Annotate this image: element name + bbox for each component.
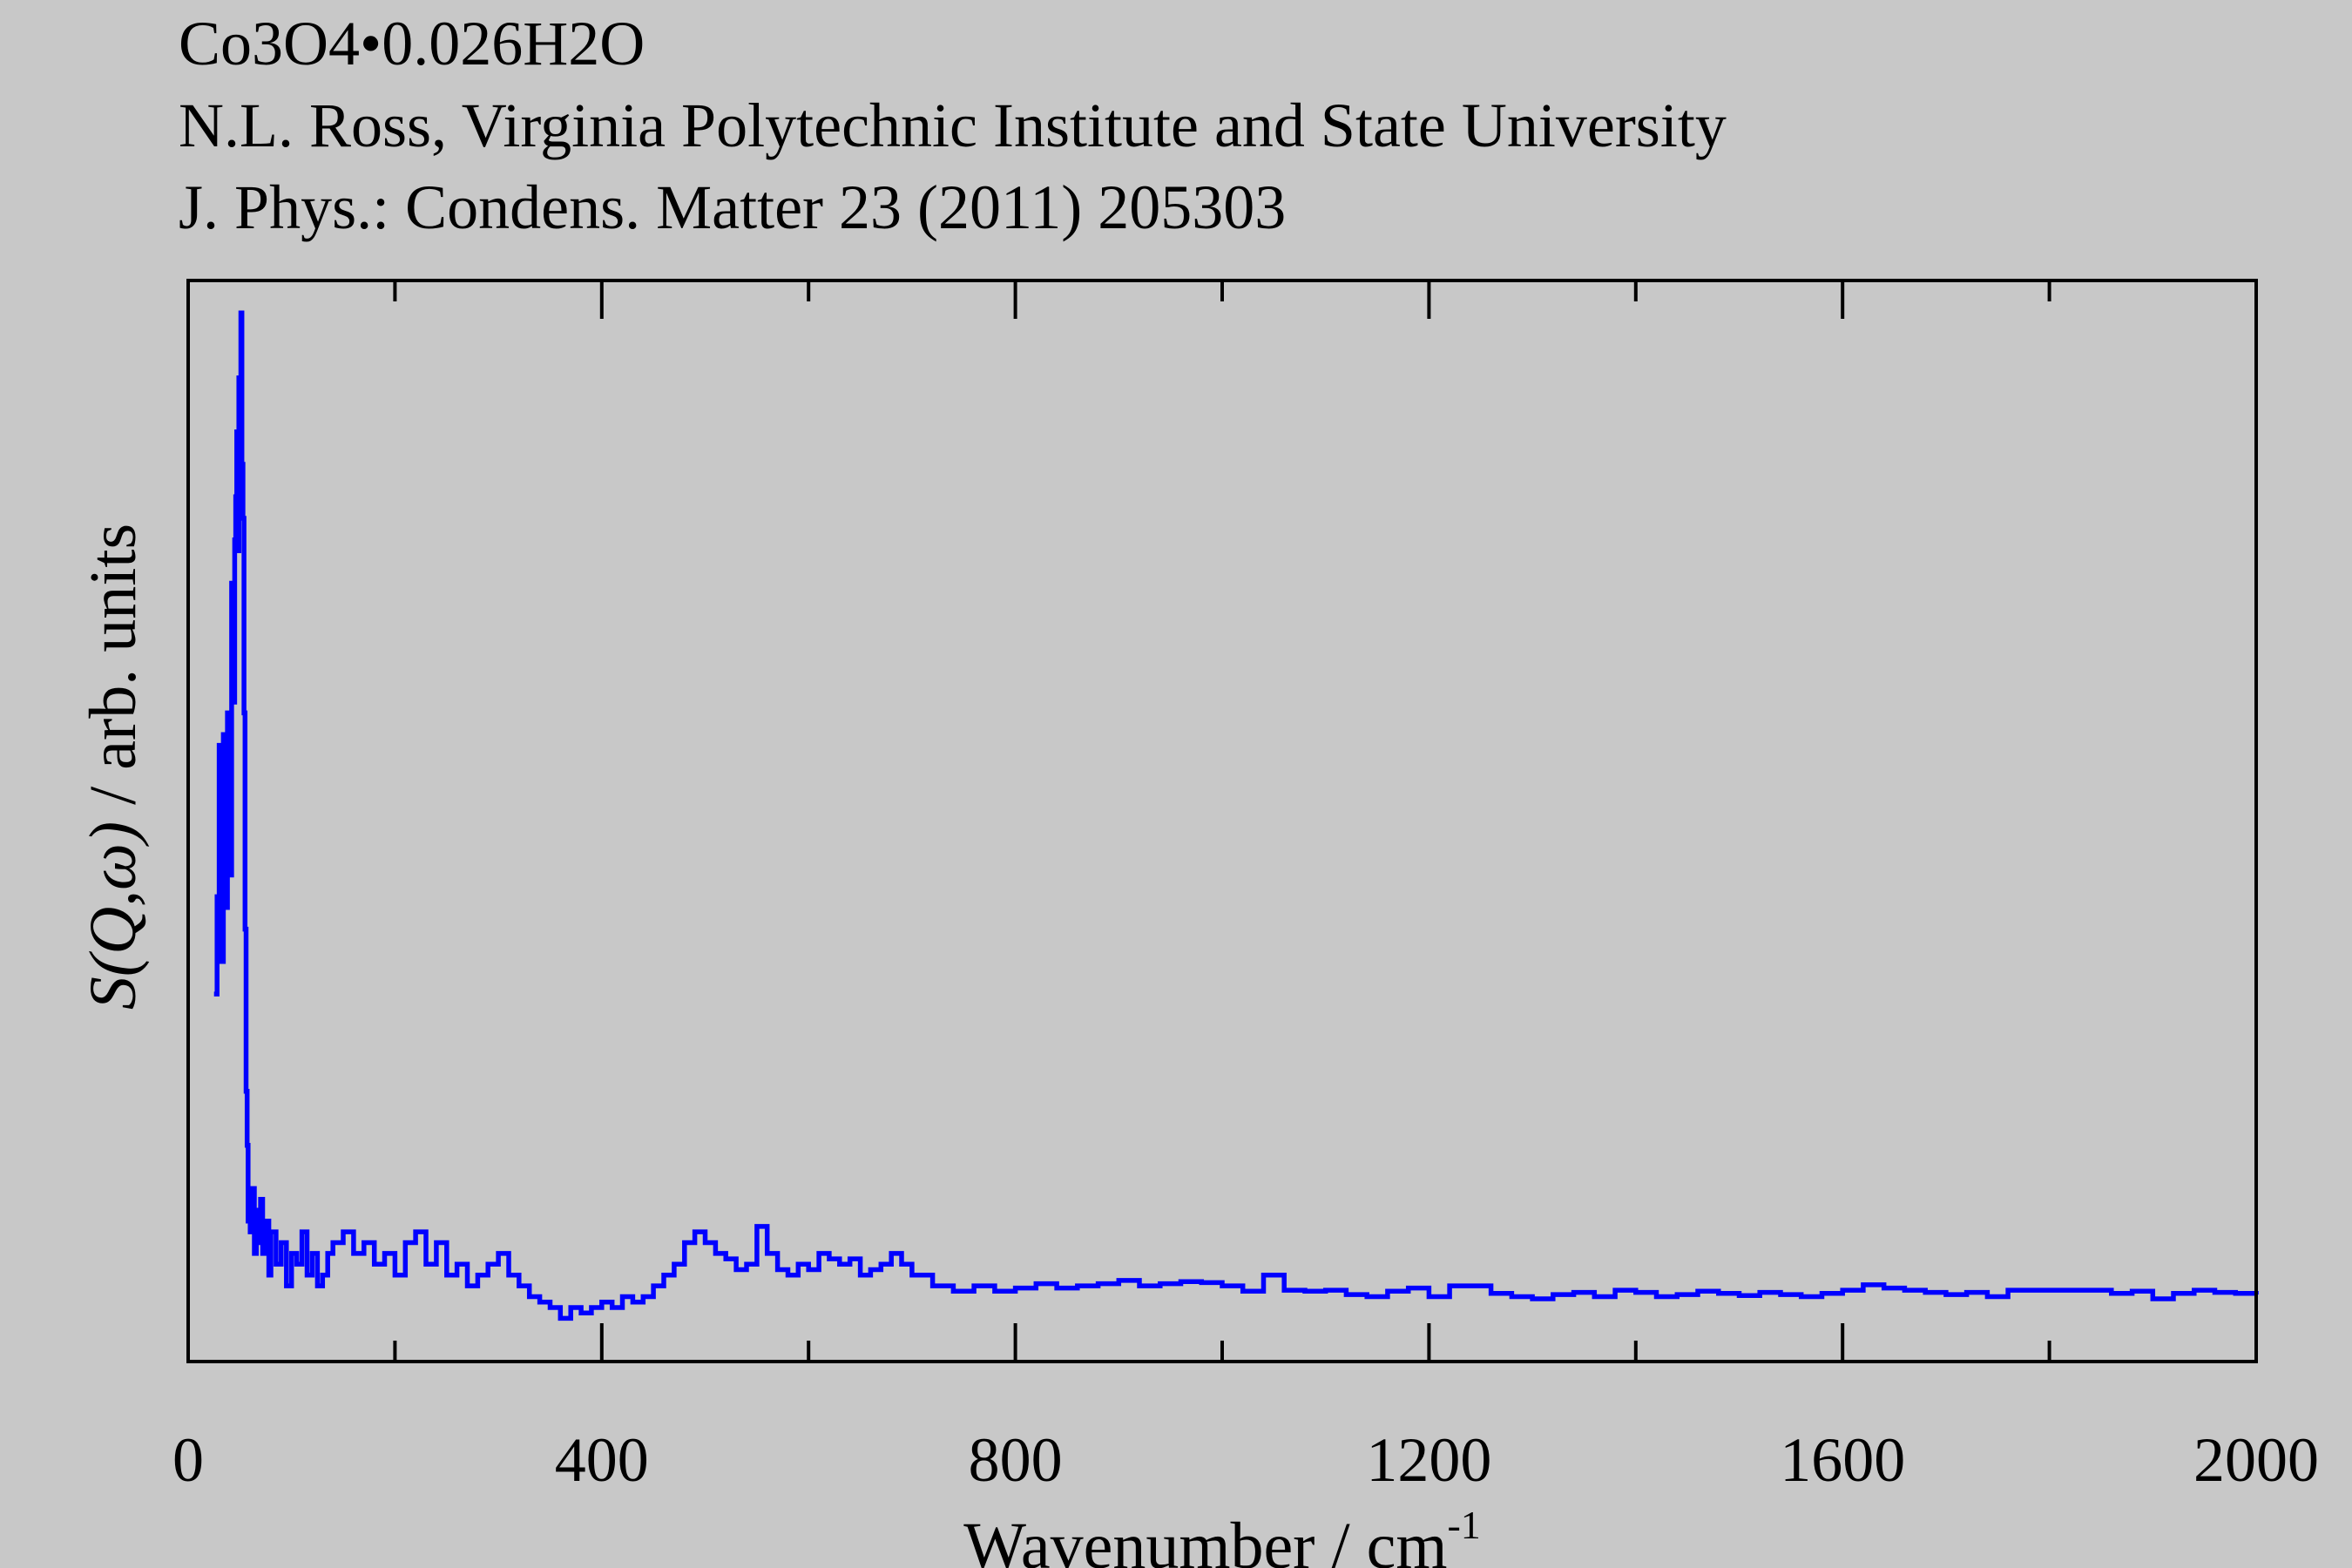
chart-author-line: N.L. Ross, Virginia Polytechnic Institut…	[179, 91, 1727, 160]
x-tick-label: 1200	[1366, 1425, 1491, 1495]
series-line	[213, 310, 2259, 1321]
x-axis-label-superscript: -1	[1447, 1503, 1480, 1547]
x-tick-labels: 0 400 800 1200 1600 2000	[172, 1425, 2319, 1495]
plot-frame	[186, 279, 2258, 1363]
x-tick-label: 400	[555, 1425, 649, 1495]
axis-ticks	[186, 280, 2258, 1362]
chart-citation-line: J. Phys.: Condens. Matter 23 (2011) 2053…	[179, 172, 1287, 242]
chart-title: Co3O4•0.026H2O	[179, 9, 645, 78]
y-axis-label-italic: S(Q,ω)	[77, 821, 150, 1010]
x-tick-label: 800	[969, 1425, 1063, 1495]
y-axis-label-units: / arb. units	[77, 524, 150, 821]
x-tick-label: 1600	[1780, 1425, 1905, 1495]
y-axis-label: S(Q,ω) / arb. units	[77, 524, 150, 1010]
x-axis-label-text: Wavenumber / cm	[963, 1510, 1447, 1568]
x-axis-label: Wavenumber / cm-1	[963, 1503, 1481, 1568]
x-tick-label: 2000	[2193, 1425, 2319, 1495]
x-tick-label: 0	[172, 1425, 204, 1495]
